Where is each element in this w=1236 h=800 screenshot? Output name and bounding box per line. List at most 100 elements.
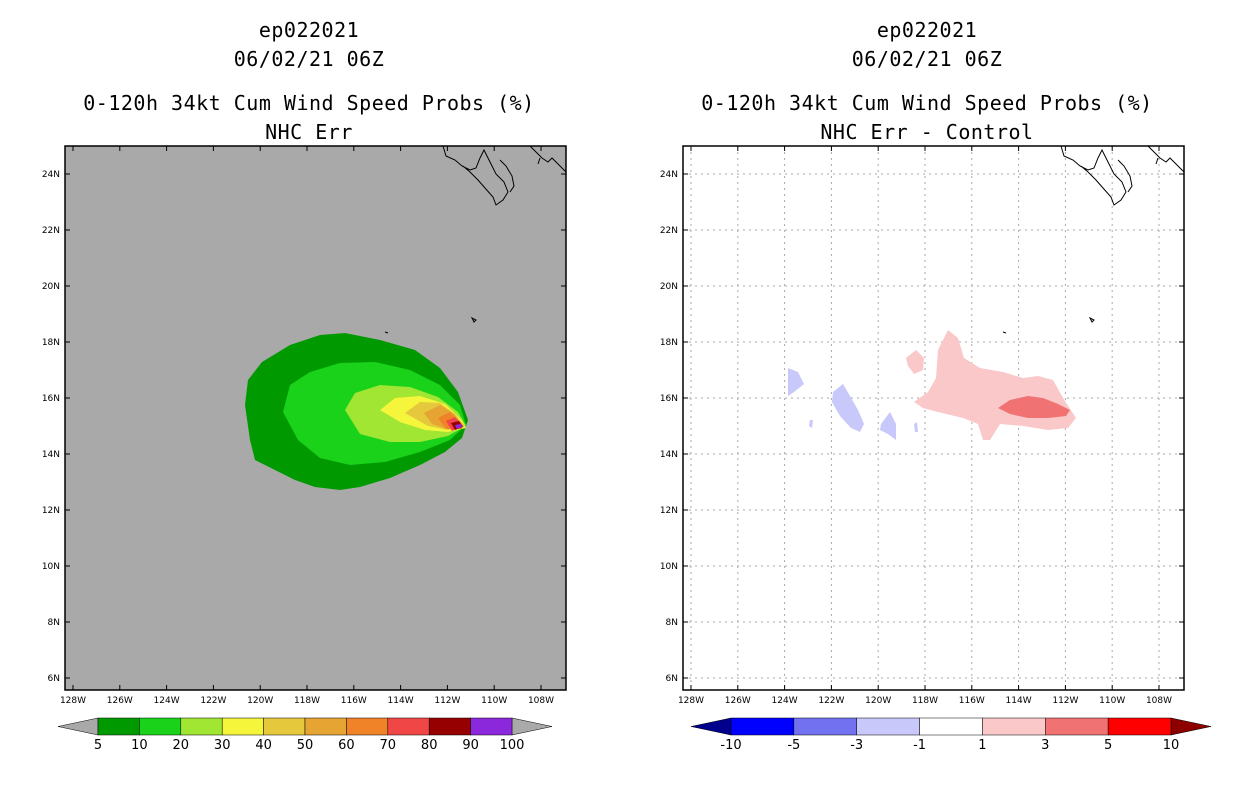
colorbar-label: 60 [338,738,355,753]
colorbar-label: 10 [131,738,148,753]
colorbar-swatch [1107,717,1172,736]
colorbar-label: 50 [297,738,314,753]
colorbar-swatch [139,717,182,736]
longitude-axis: 128W 126W 124W 122W 120W 118W 116W 114W 112W 110W… [60,146,554,706]
left-panel: ep022021 06/02/21 06Z 0-120h 34kt Cum Wi… [42,18,567,753]
colorbar-end-high [511,717,553,736]
colorbar-end-low [690,717,732,736]
lat-label: 8N [48,618,60,628]
latitude-axis: 24N 22N 20N 18N 16N 14N 12N 10N 8N 6N [660,170,1184,684]
colorbar-swatch [470,717,513,736]
colorbar-label: 90 [462,738,479,753]
negative-region [788,368,804,396]
colorbar-swatch [346,717,389,736]
colorbar-label: 20 [173,738,190,753]
lat-label: 14N [660,450,678,460]
lat-label: 6N [666,674,678,684]
datetime: 06/02/21 06Z [851,47,1003,71]
lon-label: 122W [200,696,226,706]
colorbar-end-low [57,717,99,736]
chart-subtitle: NHC Err [265,120,353,144]
storm-id: ep022021 [258,18,360,42]
difference-contours [788,330,1076,440]
probability-contours [245,333,468,490]
lon-label: 108W [1146,696,1172,706]
colorbar-label: 100 [500,738,525,753]
right-panel: ep022021 06/02/21 06Z 0-120h 34kt Cum Wi… [618,0,1236,800]
colorbar-swatch [428,717,471,736]
storm-id: ep022021 [876,18,978,42]
lat-label: 22N [660,226,678,236]
lat-label: 6N [48,674,60,684]
colorbar-label: 70 [380,738,397,753]
lon-label: 124W [154,696,180,706]
colorbar-swatch [919,717,983,736]
lon-label: 112W [1052,696,1078,706]
lon-label: 110W [1099,696,1125,706]
lon-label: 120W [247,696,273,706]
colorbar-label: -1 [913,738,926,753]
lon-label: 124W [772,696,798,706]
colorbar-label: -10 [720,738,741,753]
lat-label: 18N [42,338,60,348]
colorbar-swatch [793,717,857,736]
colorbar-end-high [1170,717,1212,736]
lat-label: 20N [42,282,60,292]
lat-label: 16N [42,394,60,404]
lon-label: 126W [107,696,133,706]
map-frame [682,145,1185,691]
colorbar-swatch [982,717,1046,736]
contour-90-100 [455,424,462,429]
colorbar-swatch [856,717,920,736]
colorbar-swatch [1045,717,1109,736]
negative-region [809,420,813,428]
lat-label: 12N [42,506,60,516]
colorbar-label: 40 [255,738,272,753]
lon-label: 118W [294,696,320,706]
colorbar-label: 30 [214,738,231,753]
colorbar-label: 10 [1163,738,1180,753]
lon-label: 116W [341,696,367,706]
colorbar-swatch [387,717,430,736]
colorbar-label: -3 [850,738,863,753]
colorbar-swatch [221,717,264,736]
colorbar-label: 80 [421,738,438,753]
lon-label: 116W [959,696,985,706]
lat-label: 22N [42,226,60,236]
negative-region [880,412,896,440]
lat-label: 16N [660,394,678,404]
map-frame [64,145,567,691]
lon-label: 114W [1006,696,1032,706]
colorbar-label: -5 [787,738,800,753]
positive-region [998,396,1070,418]
lat-label: 12N [660,506,678,516]
colorbar-swatch [97,717,140,736]
colorbar-swatch [180,717,223,736]
lat-label: 10N [42,562,60,572]
lat-label: 10N [660,562,678,572]
colorbar: -10 -5 -3 -1 1 3 5 10 [690,717,1212,753]
lat-label: 24N [42,170,60,180]
colorbar-label: 3 [1041,738,1049,753]
lon-label: 118W [912,696,938,706]
lon-label: 128W [678,696,704,706]
coastline [384,145,567,334]
lon-label: 120W [865,696,891,706]
lon-label: 126W [725,696,751,706]
lat-label: 18N [660,338,678,348]
colorbar-label: 5 [1104,738,1112,753]
map-background [683,146,1184,690]
datetime: 06/02/21 06Z [233,47,385,71]
lon-label: 108W [528,696,554,706]
coastline [1002,145,1185,334]
chart-title: 0-120h 34kt Cum Wind Speed Probs (%) [701,91,1153,115]
latitude-axis: 24N 22N 20N 18N 16N 14N 12N 10N 8N 6N [42,170,566,684]
lat-label: 20N [660,282,678,292]
lon-label: 110W [481,696,507,706]
longitude-axis: 128W 126W 124W 122W 120W 118W 116W 114W 112W 110W… [678,146,1172,706]
lon-label: 112W [434,696,460,706]
colorbar-swatch [730,717,795,736]
negative-region [914,422,918,432]
